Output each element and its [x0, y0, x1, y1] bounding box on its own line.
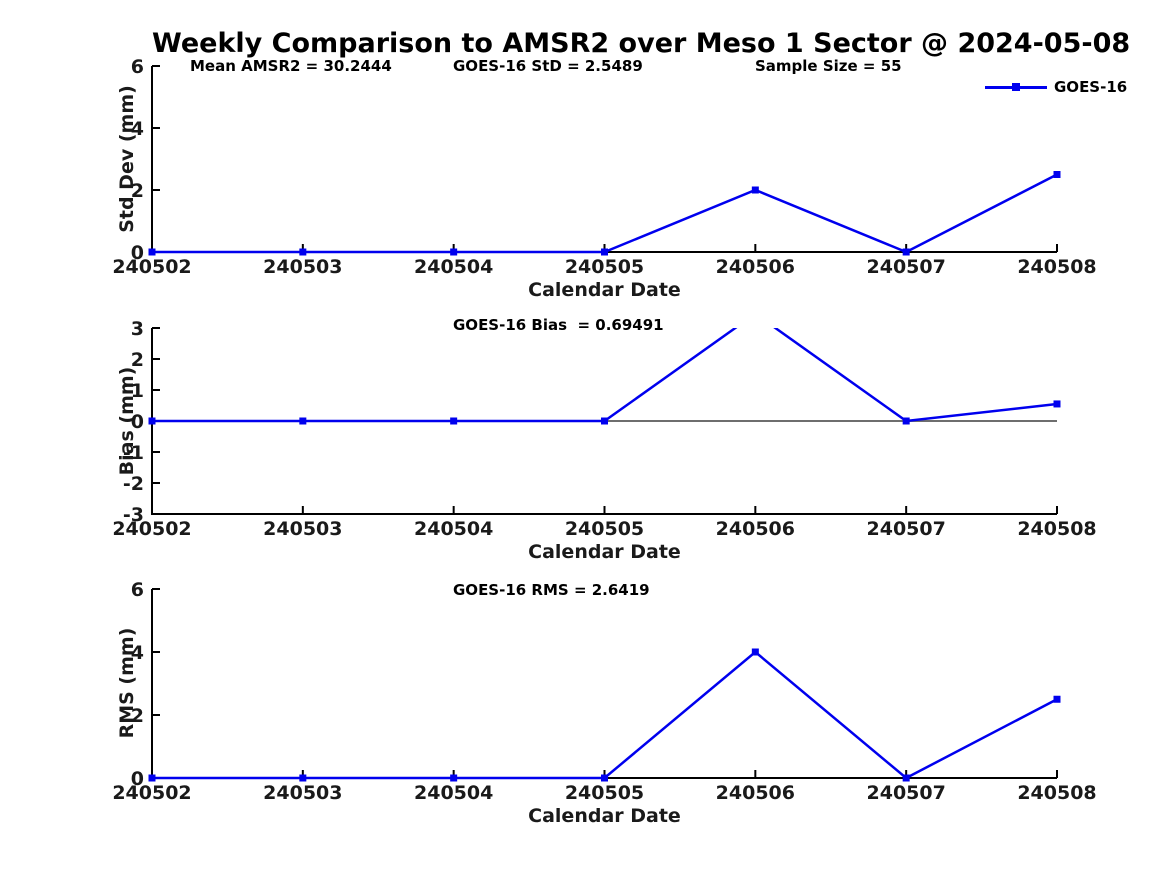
- x-tick-label: 240508: [1017, 518, 1096, 540]
- data-point-marker: [148, 248, 156, 256]
- subplot-1: 0 2 4 6 240502 240503 240504 240505 240506 240507…: [112, 56, 1096, 278]
- y-tick-label: 0: [131, 411, 144, 433]
- x-tick-label: 240508: [1017, 782, 1096, 804]
- y-tick-label: 3: [131, 318, 144, 340]
- y-tick-label: 4: [131, 642, 144, 664]
- legend-marker-icon: [1012, 83, 1020, 91]
- series-line-goes16: [152, 650, 1058, 780]
- annotation-goes16-rms: GOES-16 RMS = 2.6419: [453, 581, 650, 599]
- y-tick-label: 0: [131, 242, 144, 264]
- y-tick-label: -2: [123, 473, 144, 495]
- data-point-marker: [601, 248, 608, 256]
- x-tick-label: 240506: [716, 256, 795, 278]
- data-point-marker: [601, 417, 608, 425]
- data-point-marker: [299, 417, 307, 425]
- x-tick-label: 240504: [414, 518, 493, 540]
- x-tick-label: 240505: [565, 518, 644, 540]
- data-point-marker: [902, 774, 910, 782]
- y-tick-label: 6: [131, 579, 144, 601]
- axes-frame: [151, 589, 1057, 779]
- x-tick-label: 240503: [263, 782, 342, 804]
- data-point-marker: [601, 774, 608, 782]
- data-point-marker: [1053, 400, 1061, 408]
- x-tick-label: 240507: [867, 256, 946, 278]
- x-tick-label: 240508: [1017, 256, 1096, 278]
- y-tick-label: 6: [131, 56, 144, 78]
- x-tick-label: 240502: [112, 518, 191, 540]
- data-point-marker: [148, 774, 156, 782]
- legend-line-sample: [985, 83, 1047, 91]
- xlabel-calendar-date-3: Calendar Date: [528, 805, 681, 827]
- x-tick-label: 240505: [565, 256, 644, 278]
- annotation-goes16-std: GOES-16 StD = 2.5489: [453, 57, 643, 75]
- data-point-marker: [450, 774, 458, 782]
- x-tick-label: 240506: [716, 518, 795, 540]
- subplot-3: 0 2 4 6 240502 240503 240504 240505 240506 240507…: [112, 579, 1096, 804]
- annotation-sample-size: Sample Size = 55: [755, 57, 902, 75]
- ylabel-stddev: Std Dev (mm): [116, 85, 138, 233]
- ylabel-rms: RMS (mm): [116, 627, 138, 739]
- data-point-marker: [902, 248, 910, 256]
- data-point-marker: [1053, 695, 1061, 703]
- x-tick-label: 240502: [112, 782, 191, 804]
- y-tick-label: 2: [131, 349, 144, 371]
- y-tick-label: 2: [131, 180, 144, 202]
- xlabel-calendar-date-1: Calendar Date: [528, 279, 681, 301]
- legend: GOES-16: [985, 78, 1128, 96]
- data-point-marker: [148, 417, 156, 425]
- x-tick-label: 240504: [414, 782, 493, 804]
- legend-label: GOES-16: [1054, 78, 1128, 96]
- y-tick-label: -1: [123, 442, 144, 464]
- x-tick-label: 240507: [867, 518, 946, 540]
- axes-frame: [151, 66, 1057, 253]
- x-tick-label: 240507: [867, 782, 946, 804]
- data-point-marker: [299, 774, 307, 782]
- y-tick-label: -3: [123, 504, 144, 526]
- annotation-mean-amsr2: Mean AMSR2 = 30.2444: [190, 57, 392, 75]
- x-tick-label: 240503: [263, 518, 342, 540]
- x-tick-label: 240503: [263, 256, 342, 278]
- x-tick-label: 240504: [414, 256, 493, 278]
- y-tick-label: 4: [131, 118, 144, 140]
- y-tick-label: 0: [131, 768, 144, 790]
- data-point-marker: [450, 417, 458, 425]
- series-line-goes16: [152, 173, 1058, 254]
- y-tick-label: 2: [131, 705, 144, 727]
- data-point-marker: [751, 648, 759, 656]
- xlabel-calendar-date-2: Calendar Date: [528, 541, 681, 563]
- y-tick-label: 1: [131, 380, 144, 402]
- x-tick-label: 240506: [716, 782, 795, 804]
- data-point-marker: [299, 248, 307, 256]
- data-point-marker: [902, 417, 910, 425]
- annotation-goes16-bias: GOES-16 Bias = 0.69491: [453, 316, 664, 334]
- data-point-marker: [450, 248, 458, 256]
- x-tick-label: 240505: [565, 782, 644, 804]
- x-tick-label: 240502: [112, 256, 191, 278]
- data-point-marker: [751, 186, 759, 194]
- ylabel-bias: Bias (mm): [116, 366, 138, 476]
- figure-title: Weekly Comparison to AMSR2 over Meso 1 S…: [152, 28, 1131, 59]
- data-point-marker: [1053, 171, 1061, 178]
